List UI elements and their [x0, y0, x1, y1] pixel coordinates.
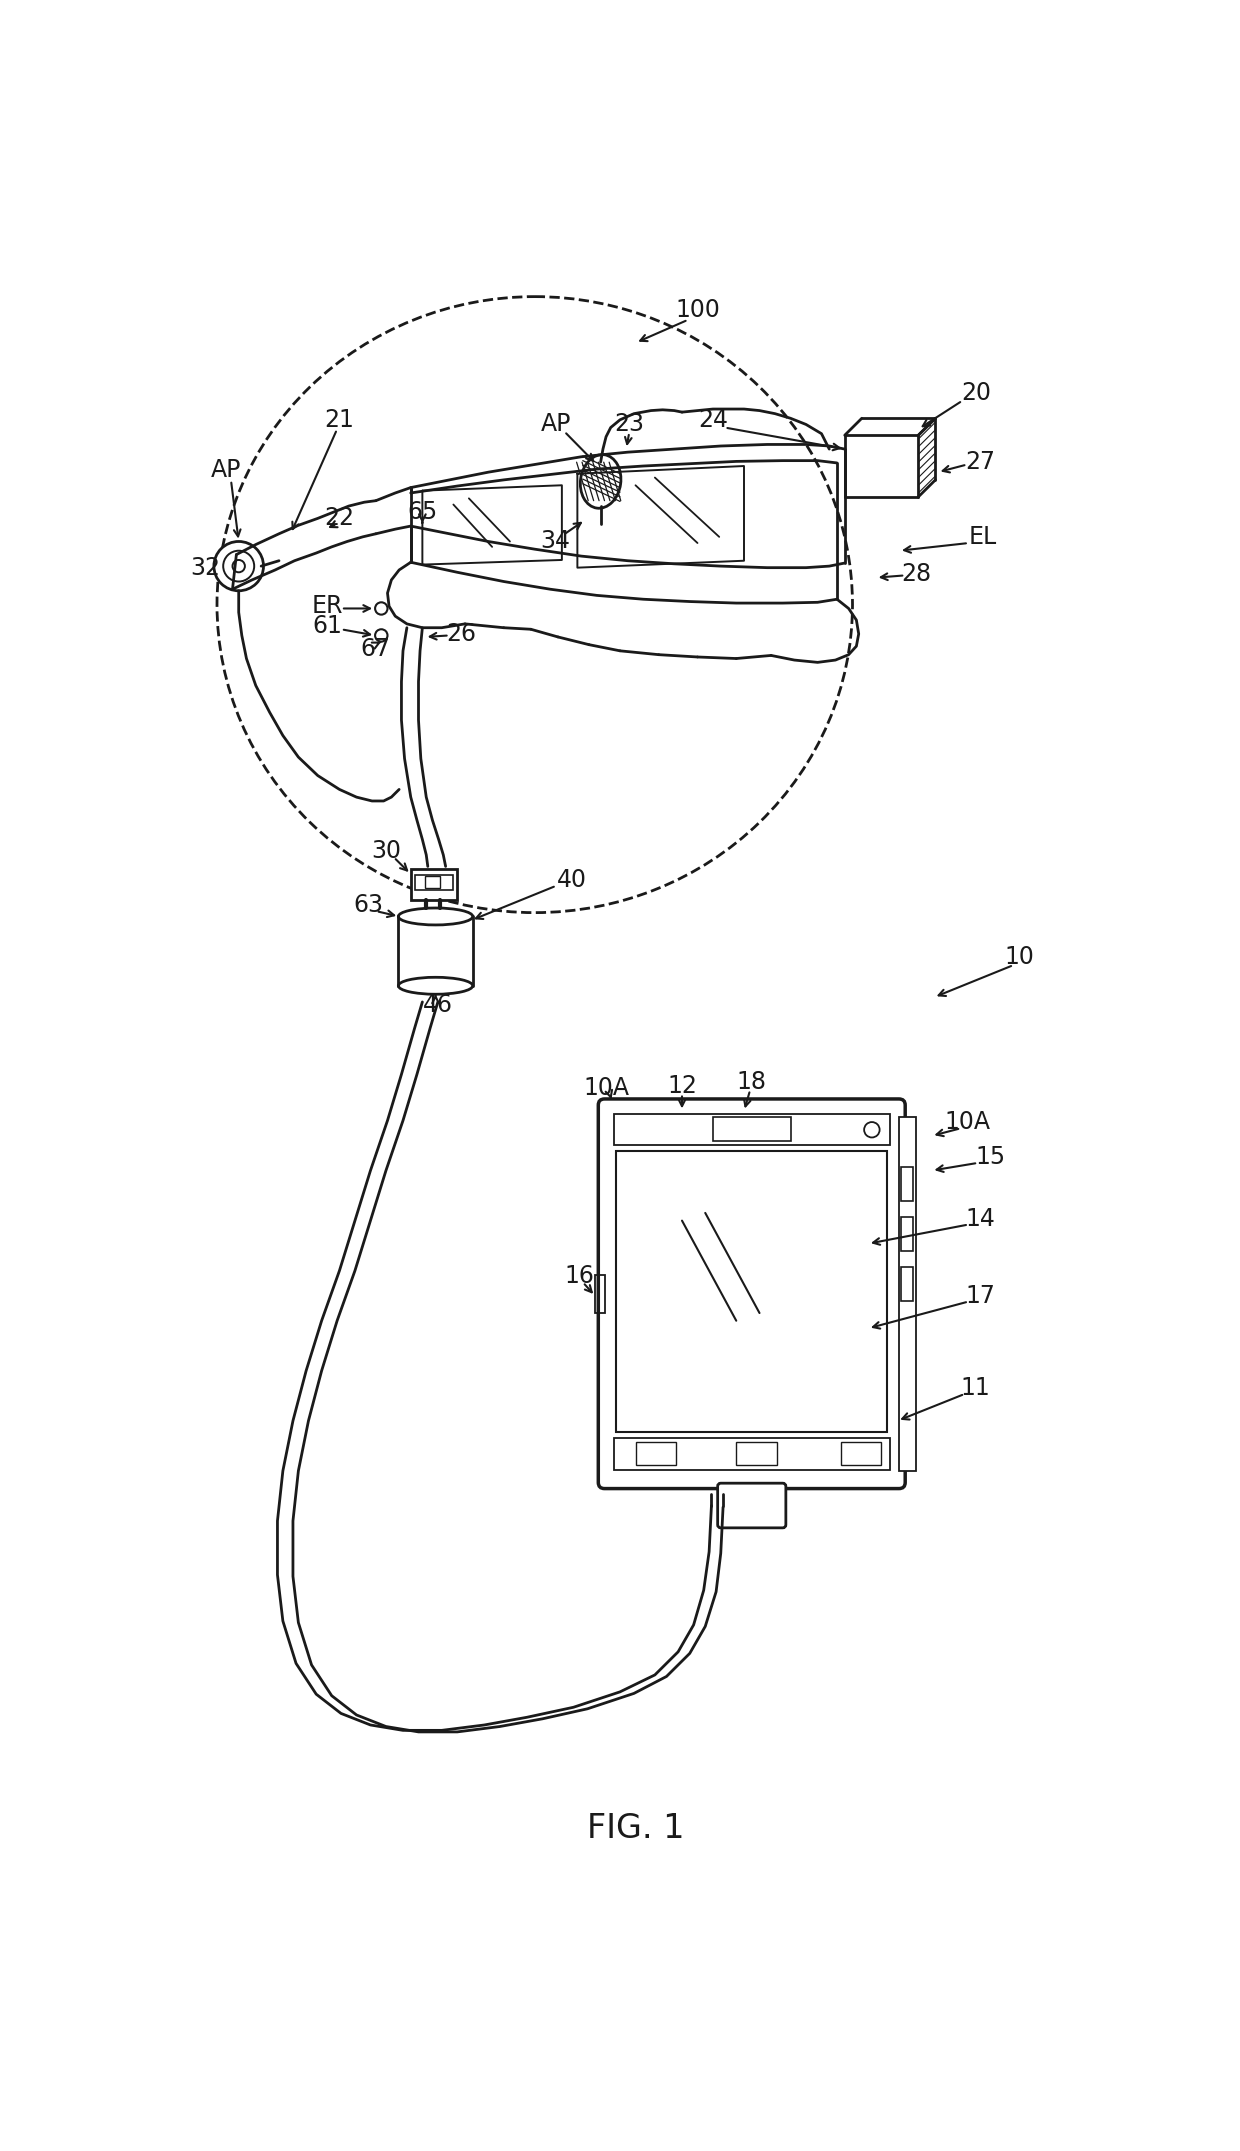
Text: 26: 26 [446, 622, 476, 645]
Circle shape [374, 630, 387, 641]
Circle shape [213, 542, 263, 592]
Text: 10A: 10A [944, 1110, 991, 1134]
Text: 10A: 10A [583, 1076, 629, 1099]
Bar [841, 1443, 882, 1465]
Bar [900, 1166, 913, 1202]
Text: 10: 10 [1004, 944, 1034, 970]
Text: 28: 28 [901, 561, 931, 585]
Text: 14: 14 [966, 1207, 996, 1230]
Ellipse shape [398, 908, 472, 925]
Text: 63: 63 [353, 893, 383, 916]
Circle shape [374, 602, 387, 615]
Text: 18: 18 [737, 1069, 766, 1095]
Text: 23: 23 [614, 411, 645, 437]
Bar [635, 1443, 676, 1465]
Ellipse shape [398, 977, 472, 994]
Bar [899, 1116, 916, 1471]
Text: 27: 27 [966, 450, 996, 473]
Bar [900, 1217, 913, 1252]
Text: FIG. 1: FIG. 1 [587, 1813, 684, 1846]
Text: ER: ER [311, 594, 342, 617]
Bar [424, 875, 440, 888]
Text: 67: 67 [361, 637, 391, 660]
Text: 30: 30 [371, 839, 401, 863]
Text: 100: 100 [675, 299, 720, 323]
Text: EL: EL [968, 525, 997, 549]
Text: 15: 15 [976, 1146, 1006, 1170]
Bar [713, 1116, 791, 1140]
Text: 61: 61 [312, 615, 342, 639]
Text: 16: 16 [564, 1265, 595, 1288]
Bar [410, 869, 458, 899]
Bar [614, 1114, 890, 1144]
Text: 40: 40 [557, 869, 587, 893]
Text: 20: 20 [961, 381, 992, 404]
Bar [614, 1437, 890, 1469]
Text: 24: 24 [698, 409, 728, 432]
Bar [900, 1267, 913, 1301]
Text: 12: 12 [667, 1073, 697, 1097]
Text: 21: 21 [325, 409, 355, 432]
Text: AP: AP [211, 458, 242, 482]
Bar [414, 875, 454, 891]
Text: 65: 65 [407, 501, 438, 525]
Text: AP: AP [542, 411, 572, 437]
Bar [737, 1443, 776, 1465]
Text: 11: 11 [960, 1377, 990, 1400]
FancyBboxPatch shape [718, 1484, 786, 1527]
Text: 34: 34 [539, 529, 570, 553]
FancyBboxPatch shape [598, 1099, 905, 1488]
Text: 17: 17 [966, 1284, 996, 1308]
Text: 32: 32 [191, 555, 221, 579]
Text: 22: 22 [325, 505, 355, 531]
Bar [616, 1151, 888, 1433]
Bar [595, 1276, 605, 1312]
Text: 46: 46 [423, 994, 453, 1017]
